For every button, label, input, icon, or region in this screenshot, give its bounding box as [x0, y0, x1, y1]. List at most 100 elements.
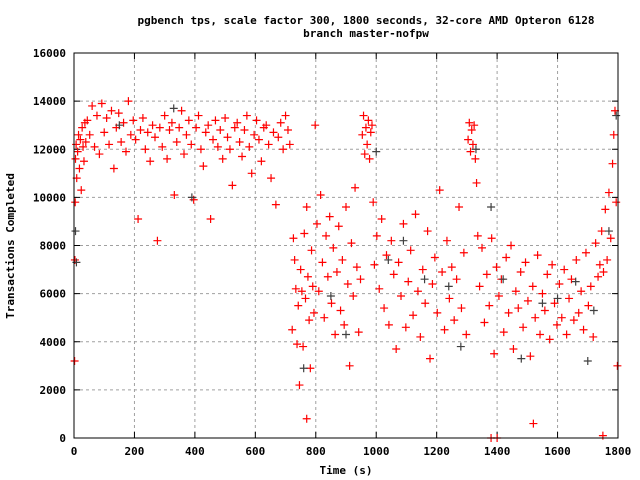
data-point-tps [462, 330, 471, 339]
data-point-tps [148, 121, 157, 130]
data-point-tps [387, 236, 396, 245]
data-point-tps [184, 116, 193, 125]
data-point-tps [502, 253, 511, 262]
data-point-tps [569, 316, 578, 325]
data-point-tps [468, 140, 477, 149]
data-point-tps-other [499, 275, 508, 284]
data-point-tps [312, 219, 321, 228]
data-point-tps [285, 140, 294, 149]
data-point-tps [228, 181, 237, 190]
data-point-tps [201, 128, 210, 137]
data-point-tps [466, 147, 475, 156]
data-point-tps [345, 361, 354, 370]
data-point-tps [75, 164, 84, 173]
data-point-tps [294, 301, 303, 310]
data-point-tps [295, 381, 304, 390]
data-point-tps [482, 270, 491, 279]
data-point-tps [550, 299, 559, 308]
data-point-tps [213, 142, 222, 151]
data-point-tps-other [384, 255, 393, 264]
data-point-tps [494, 292, 503, 301]
data-point-tps [499, 328, 508, 337]
data-point-tps [187, 140, 196, 149]
data-point-tps [235, 138, 244, 147]
data-point-tps [604, 188, 613, 197]
data-point-tps [529, 419, 538, 428]
data-point-tps [95, 150, 104, 159]
data-point-tps [612, 198, 621, 207]
data-point-tps [586, 282, 595, 291]
data-point-tps [594, 272, 603, 281]
data-point-tps [279, 145, 288, 154]
data-point-tps [267, 174, 276, 183]
data-point-tps [182, 130, 191, 139]
data-point-tps [557, 313, 566, 322]
data-point-tps [455, 203, 464, 211]
data-point-tps [138, 113, 147, 122]
data-point-tps [574, 308, 583, 317]
data-point-tps [459, 248, 468, 257]
data-point-tps [380, 304, 389, 313]
data-point-tps [531, 313, 540, 322]
data-point-tps-other [299, 364, 308, 373]
data-point-tps-other [420, 275, 429, 284]
data-point-tps [418, 265, 427, 274]
y-tick-label: 2000 [40, 384, 67, 397]
data-point-tps [230, 123, 239, 132]
grid [74, 53, 618, 438]
data-point-tps [540, 306, 549, 315]
data-point-tps [79, 157, 88, 166]
x-tick-label: 1000 [363, 445, 390, 458]
data-point-tps [342, 203, 350, 211]
data-point-tps [291, 284, 300, 293]
y-tick-label: 8000 [40, 240, 67, 253]
data-point-tps [97, 99, 106, 108]
data-point-tps [490, 349, 499, 358]
data-point-tps-other [326, 292, 335, 301]
data-point-tps [543, 270, 552, 279]
data-point-tps [367, 121, 376, 130]
data-point-tps [167, 118, 176, 127]
data-point-tps [150, 133, 159, 142]
data-point-tps [608, 159, 617, 168]
data-point-tps [81, 138, 90, 147]
data-point-tps [567, 275, 576, 284]
data-point-tps [289, 234, 298, 243]
data-point-tps [79, 142, 88, 151]
data-point-tps [293, 340, 302, 349]
axis-ticks: 0 200 400 600 800 1000 1200 1400 1600 1800 0 2000 40… [33, 47, 631, 458]
data-point-tps-other [589, 306, 598, 315]
x-axis-label: Time (s) [320, 464, 373, 477]
data-point-tps [473, 231, 482, 240]
data-point-tps [364, 116, 373, 125]
chart-subtitle: branch master-nofpw [303, 27, 429, 40]
data-point-tps [141, 145, 150, 154]
data-point-tps [90, 142, 99, 151]
data-point-tps [163, 154, 172, 163]
data-point-tps [399, 219, 408, 228]
data-point-tps [281, 111, 290, 120]
data-point-tps [601, 205, 610, 214]
data-point-tps [421, 299, 430, 308]
data-point-tps [467, 126, 476, 134]
data-point-tps [487, 234, 496, 243]
data-point-tps-other [604, 227, 613, 236]
data-point-tps [382, 251, 391, 260]
data-point-tps [322, 231, 331, 240]
data-point-tps [356, 275, 365, 284]
data-point-tps-other [169, 104, 178, 113]
data-point-tps [134, 215, 143, 224]
x-tick-label: 1600 [544, 445, 571, 458]
data-point-tps [242, 111, 251, 120]
data-point-tps [445, 294, 454, 303]
data-point-tps [269, 128, 278, 137]
data-point-tps [301, 294, 310, 303]
data-point-tps [309, 308, 318, 317]
data-point-tps [107, 106, 116, 115]
data-point-tps [552, 320, 561, 329]
x-tick-label: 1400 [484, 445, 511, 458]
data-point-tps [165, 126, 174, 134]
data-point-tps [299, 342, 308, 351]
data-point-tps [297, 287, 306, 296]
